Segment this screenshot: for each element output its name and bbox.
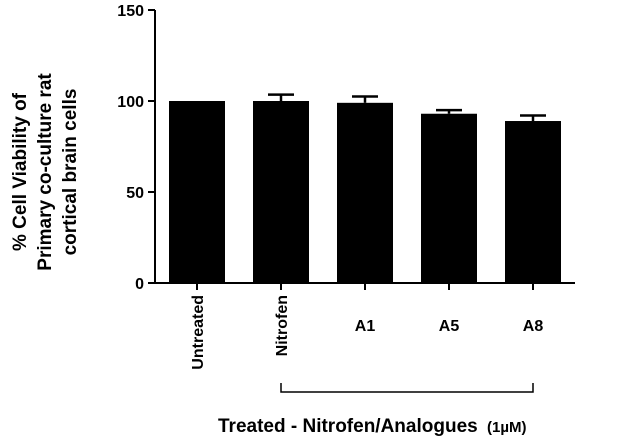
bar bbox=[337, 102, 393, 283]
bar bbox=[421, 113, 477, 284]
y-axis: 0 50 100 150 bbox=[117, 3, 156, 293]
treated-bracket bbox=[280, 383, 534, 393]
y-axis-label-line: % Cell Viability of bbox=[10, 92, 31, 251]
category-label: Nitrofen bbox=[274, 295, 291, 356]
y-tick-label: 0 bbox=[135, 276, 144, 293]
bar bbox=[505, 121, 561, 284]
error-bars bbox=[268, 93, 546, 122]
category-label: A8 bbox=[523, 318, 544, 335]
category-label: A1 bbox=[355, 318, 376, 335]
bar bbox=[253, 101, 309, 283]
y-tick-label: 50 bbox=[126, 185, 144, 202]
x-axis bbox=[155, 282, 575, 290]
bars bbox=[169, 101, 561, 284]
y-tick-label: 150 bbox=[117, 3, 144, 20]
x-axis-label-unit: (1µM) bbox=[487, 419, 526, 436]
category-label: A5 bbox=[439, 318, 460, 335]
category-label: Untreated bbox=[190, 295, 207, 370]
y-axis-label-line: Primary co-culture rat bbox=[35, 73, 56, 271]
x-axis-label-text: Treated - Nitrofen/Analogues bbox=[218, 416, 478, 437]
x-axis-label: Treated - Nitrofen/Analogues (1µM) bbox=[218, 416, 526, 437]
bracket-line bbox=[280, 383, 534, 393]
y-axis-label: % Cell Viability of Primary co-culture ra… bbox=[10, 73, 81, 271]
category-labels: Untreated Nitrofen A1 A5 A8 bbox=[190, 295, 543, 370]
y-tick-label: 100 bbox=[117, 94, 144, 111]
bar bbox=[169, 101, 225, 283]
y-axis-label-line: cortical brain cells bbox=[60, 89, 81, 256]
